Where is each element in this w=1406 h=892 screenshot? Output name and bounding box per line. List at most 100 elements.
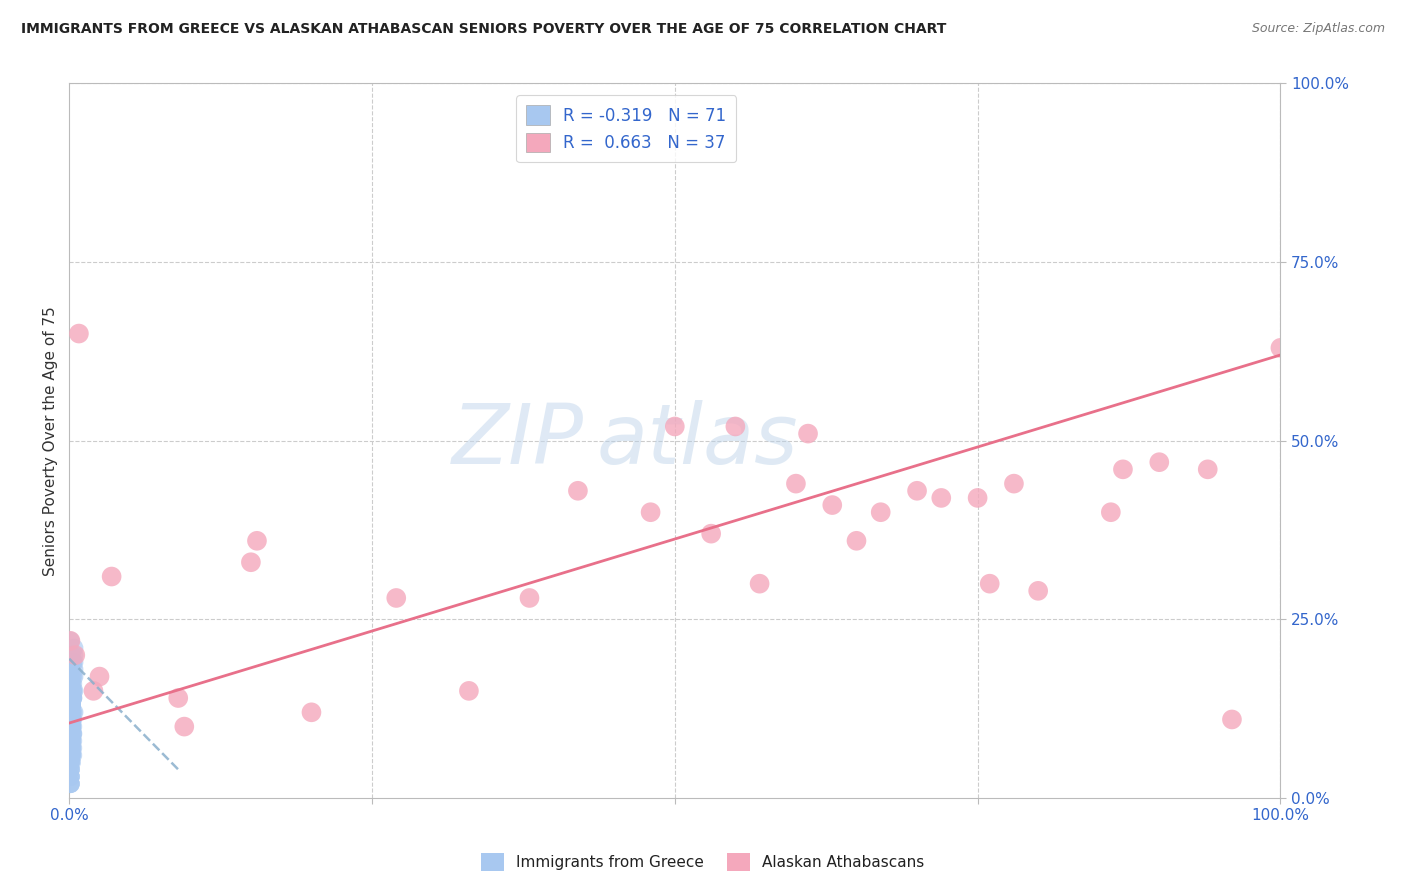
Point — [59, 770, 82, 784]
Point — [905, 483, 928, 498]
Point — [59, 748, 82, 763]
Point — [60, 748, 83, 763]
Point — [60, 727, 83, 741]
Point — [519, 591, 541, 605]
Point — [62, 684, 84, 698]
Point — [929, 491, 952, 505]
Point — [82, 684, 104, 698]
Point — [60, 698, 83, 713]
Point — [640, 505, 662, 519]
Point — [62, 691, 84, 706]
Point — [1099, 505, 1122, 519]
Point — [60, 756, 83, 770]
Point — [63, 640, 86, 655]
Point — [59, 777, 82, 791]
Point — [59, 777, 82, 791]
Text: Source: ZipAtlas.com: Source: ZipAtlas.com — [1251, 22, 1385, 36]
Point — [59, 734, 82, 748]
Point — [63, 648, 86, 662]
Point — [60, 698, 83, 713]
Point — [62, 691, 84, 706]
Point — [385, 591, 408, 605]
Point — [59, 677, 82, 691]
Point — [60, 720, 83, 734]
Point — [62, 713, 84, 727]
Text: ZIP: ZIP — [451, 401, 583, 482]
Point — [173, 720, 195, 734]
Point — [59, 720, 82, 734]
Point — [60, 713, 83, 727]
Point — [60, 720, 83, 734]
Point — [60, 713, 83, 727]
Point — [60, 734, 83, 748]
Point — [1270, 341, 1292, 355]
Point — [700, 526, 723, 541]
Point — [59, 777, 82, 791]
Point — [797, 426, 820, 441]
Point — [59, 713, 82, 727]
Point — [301, 706, 323, 720]
Point — [59, 770, 82, 784]
Point — [1026, 583, 1049, 598]
Text: IMMIGRANTS FROM GREECE VS ALASKAN ATHABASCAN SENIORS POVERTY OVER THE AGE OF 75 : IMMIGRANTS FROM GREECE VS ALASKAN ATHABA… — [21, 22, 946, 37]
Point — [664, 419, 686, 434]
Point — [59, 748, 82, 763]
Point — [59, 727, 82, 741]
Y-axis label: Seniors Poverty Over the Age of 75: Seniors Poverty Over the Age of 75 — [44, 306, 58, 575]
Point — [59, 770, 82, 784]
Point — [59, 756, 82, 770]
Point — [62, 734, 84, 748]
Legend: R = -0.319   N = 71, R =  0.663   N = 37: R = -0.319 N = 71, R = 0.663 N = 37 — [516, 95, 737, 162]
Point — [724, 419, 747, 434]
Point — [60, 741, 83, 756]
Point — [62, 720, 84, 734]
Point — [59, 633, 82, 648]
Point — [65, 648, 87, 662]
Point — [966, 491, 988, 505]
Point — [59, 763, 82, 777]
Point — [67, 326, 90, 341]
Point — [59, 633, 82, 648]
Legend: Immigrants from Greece, Alaskan Athabascans: Immigrants from Greece, Alaskan Athabasc… — [475, 847, 931, 877]
Point — [59, 662, 82, 676]
Point — [59, 741, 82, 756]
Point — [60, 748, 83, 763]
Point — [100, 569, 122, 583]
Point — [60, 691, 83, 706]
Point — [458, 684, 481, 698]
Point — [60, 706, 83, 720]
Point — [246, 533, 269, 548]
Point — [59, 756, 82, 770]
Point — [167, 691, 190, 706]
Point — [1002, 476, 1025, 491]
Point — [62, 691, 84, 706]
Point — [63, 706, 86, 720]
Point — [1112, 462, 1135, 476]
Point — [60, 648, 83, 662]
Point — [60, 669, 83, 683]
Point — [60, 720, 83, 734]
Point — [59, 763, 82, 777]
Point — [62, 684, 84, 698]
Point — [60, 698, 83, 713]
Point — [60, 734, 83, 748]
Point — [60, 677, 83, 691]
Point — [1197, 462, 1219, 476]
Point — [239, 555, 262, 569]
Point — [62, 741, 84, 756]
Point — [59, 756, 82, 770]
Point — [567, 483, 589, 498]
Point — [60, 706, 83, 720]
Point — [60, 713, 83, 727]
Point — [748, 576, 770, 591]
Point — [59, 734, 82, 748]
Point — [60, 698, 83, 713]
Text: atlas: atlas — [596, 401, 797, 482]
Point — [59, 684, 82, 698]
Point — [60, 741, 83, 756]
Point — [1220, 713, 1243, 727]
Point — [62, 655, 84, 669]
Point — [785, 476, 807, 491]
Point — [62, 669, 84, 683]
Point — [89, 669, 111, 683]
